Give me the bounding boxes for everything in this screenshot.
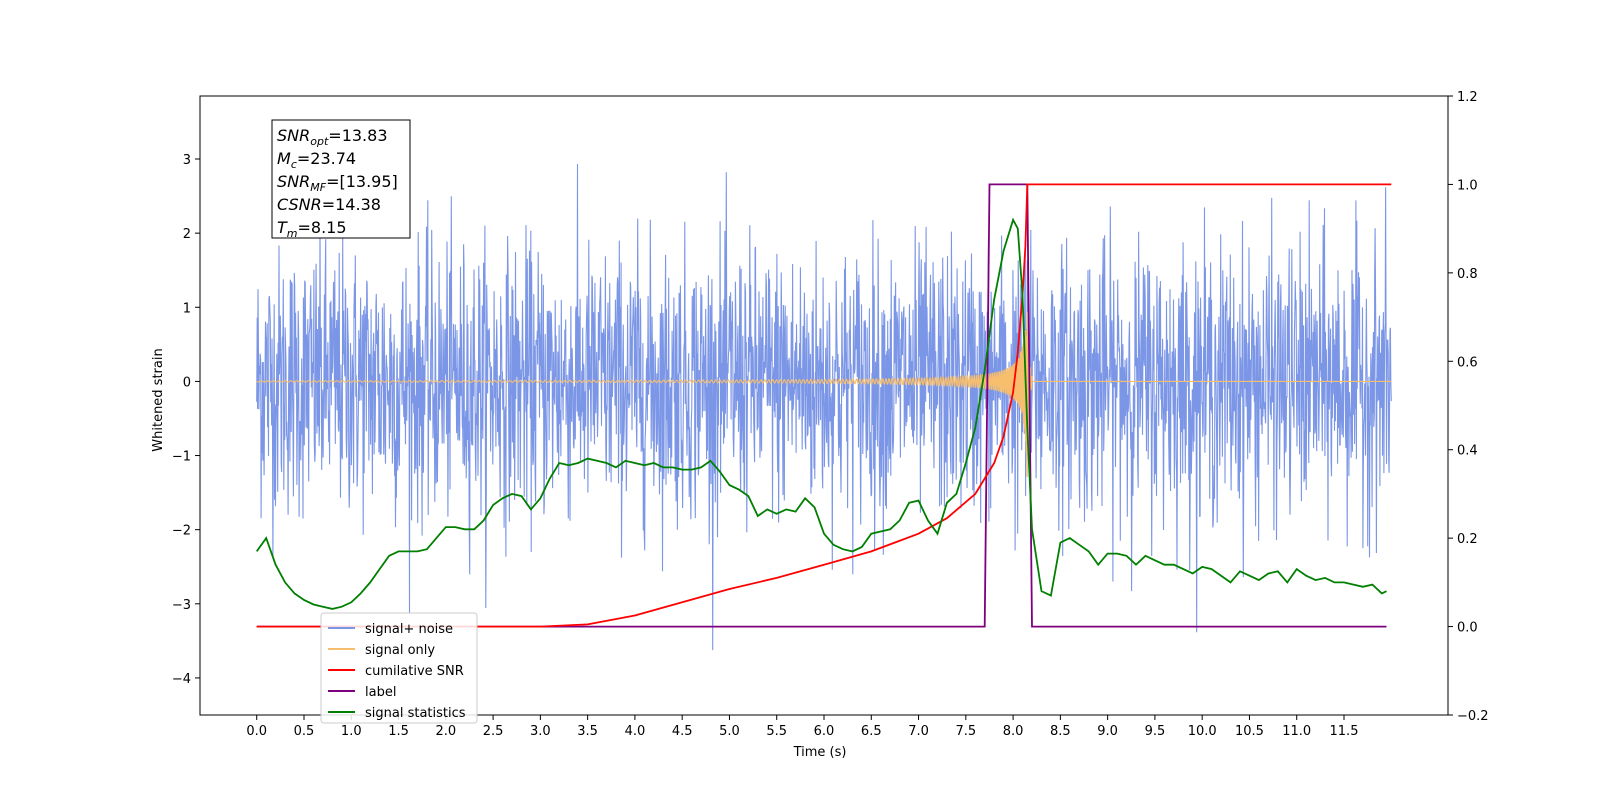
- x-tick-label: 2.0: [435, 724, 456, 739]
- x-tick-label: 8.5: [1050, 724, 1071, 739]
- y-tick-label: 0: [183, 375, 191, 390]
- y-tick-label: −1: [172, 450, 191, 465]
- x-tick-label: 1.5: [388, 724, 409, 739]
- y-tick-label: 1: [183, 301, 191, 316]
- y-axis-label: Whitened strain: [151, 348, 166, 451]
- x-tick-label: 3.5: [577, 724, 598, 739]
- x-tick-label: 0.0: [246, 724, 267, 739]
- x-tick-label: 1.0: [341, 724, 362, 739]
- x-tick-label: 8.0: [1003, 724, 1024, 739]
- annotation-line: SNRMF=[13.95]: [277, 172, 398, 194]
- x-tick-label: 7.5: [955, 724, 976, 739]
- x-tick-label: 2.5: [483, 724, 504, 739]
- x-tick-label: 6.0: [814, 724, 835, 739]
- x-tick-label: 10.0: [1188, 724, 1217, 739]
- annotation-line: Mc=23.74: [277, 149, 356, 171]
- plot-area: [255, 163, 1392, 651]
- x-tick-label: 6.5: [861, 724, 882, 739]
- x-tick-label: 4.0: [625, 724, 646, 739]
- y2-tick-label: 0.6: [1457, 355, 1478, 370]
- axes: 0.0 0.5 1.0 1.5 2.0 2.5 3.0 3.5 4.0 4.5 5.0 5.5 6.0 6…: [172, 90, 1489, 739]
- x-tick-label: 5.0: [719, 724, 740, 739]
- y2-tick-label: −0.2: [1457, 709, 1489, 724]
- legend-label: signal statistics: [365, 706, 466, 721]
- series-line-signal-statistics: [255, 217, 1387, 610]
- legend-label: signal+ noise: [365, 622, 453, 637]
- y-tick-label: 3: [183, 153, 191, 168]
- x-tick-label: 9.0: [1097, 724, 1118, 739]
- series-line-label: [256, 183, 1387, 628]
- x-tick-label: 11.0: [1282, 724, 1311, 739]
- legend: signal+ noise signal only cumilative SNR la…: [320, 612, 478, 724]
- y2-tick-label: 0.2: [1457, 532, 1478, 547]
- legend-label: label: [365, 685, 396, 700]
- series-line-signal-only: [256, 311, 1392, 477]
- x-tick-label: 3.0: [530, 724, 551, 739]
- y-tick-label: −4: [172, 672, 191, 687]
- annotation-line: CSNR=14.38: [277, 195, 381, 214]
- x-axis-label: Time (s): [793, 745, 847, 760]
- x-tick-label: 4.5: [672, 724, 693, 739]
- x-tick-label: 11.5: [1330, 724, 1359, 739]
- y2-tick-label: 0.0: [1457, 621, 1478, 636]
- annotation-line: SNRopt=13.83: [277, 126, 388, 148]
- stats-annotation-box: SNRopt=13.83Mc=23.74SNRMF=[13.95]CSNR=14…: [271, 119, 411, 240]
- annotation-line: Tm=8.15: [277, 218, 347, 240]
- y2-tick-label: 1.2: [1457, 90, 1478, 105]
- y2-tick-label: 0.8: [1457, 267, 1478, 282]
- y2-tick-label: 0.4: [1457, 444, 1478, 459]
- x-tick-label: 5.5: [766, 724, 787, 739]
- y2-tick-label: 1.0: [1457, 178, 1478, 193]
- x-tick-label: 7.0: [908, 724, 929, 739]
- x-tick-label: 0.5: [294, 724, 315, 739]
- y-tick-label: −2: [172, 524, 191, 539]
- series-line-signal-plus-noise: [256, 163, 1392, 651]
- legend-label: cumilative SNR: [365, 664, 464, 679]
- legend-label: signal only: [365, 643, 435, 658]
- x-tick-label: 9.5: [1145, 724, 1166, 739]
- x-tick-label: 10.5: [1235, 724, 1264, 739]
- y-tick-label: 2: [183, 227, 191, 242]
- y-tick-label: −3: [172, 598, 191, 613]
